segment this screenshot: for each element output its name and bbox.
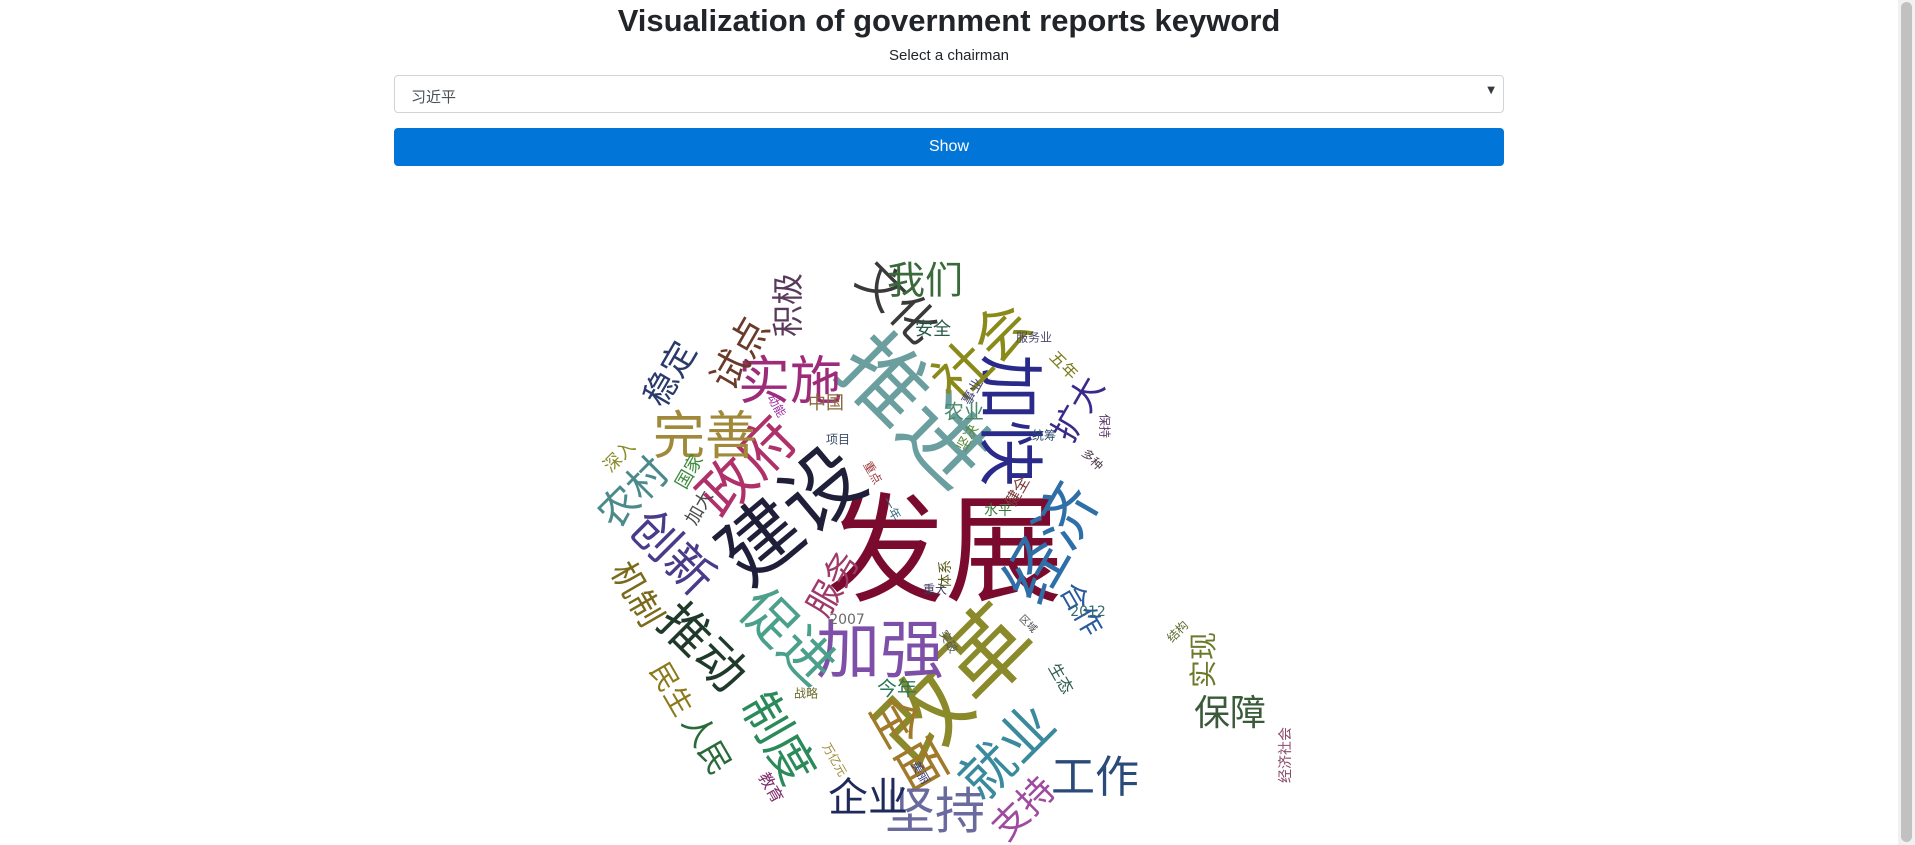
word-cloud-term: 人民 <box>674 707 739 781</box>
show-button[interactable]: Show <box>394 128 1504 166</box>
word-cloud-term: 突破 <box>936 627 961 655</box>
word-cloud-term: 服务业 <box>1016 330 1052 345</box>
word-cloud-term: 积极 <box>769 273 807 337</box>
word-cloud-term: 深入 <box>599 436 639 476</box>
word-cloud-term: 实施 <box>738 352 842 412</box>
word-cloud-term: 农村 <box>589 449 678 538</box>
word-cloud-term: 支持 <box>984 769 1064 845</box>
word-cloud-term: 事业 <box>959 376 987 408</box>
word-cloud-term: 制度 <box>729 683 826 794</box>
word-cloud-term: 结构 <box>1163 617 1191 645</box>
word-cloud-term: 动能 <box>764 392 788 420</box>
word-cloud-term: 发展 <box>827 482 1063 620</box>
word-cloud-term: 农业 <box>944 400 984 424</box>
word-cloud-term: 美丽 <box>908 759 932 787</box>
word-cloud-term: 安全 <box>915 319 951 340</box>
word-cloud-term: 完善 <box>653 407 757 467</box>
word-cloud-term: 项目 <box>826 433 850 447</box>
word-cloud-term: 体系 <box>938 560 954 588</box>
word-cloud-term: 五年 <box>1046 347 1082 383</box>
word-cloud-term: 保障 <box>1194 693 1266 734</box>
word-cloud-term: 2012 <box>1070 604 1106 620</box>
word-cloud-term: 生态 <box>1045 660 1077 697</box>
word-cloud-term: 健全 <box>1001 473 1033 510</box>
word-cloud-term: 经济 <box>989 471 1114 615</box>
scrollbar-thumb[interactable] <box>1901 2 1912 842</box>
word-cloud-term: 民生 <box>643 657 700 722</box>
word-cloud-term: 政府 <box>685 405 810 530</box>
word-cloud-term: 国家 <box>671 451 707 493</box>
word-cloud-term: 改革 <box>855 585 1057 787</box>
main-container: Visualization of government reports keyw… <box>394 0 1504 166</box>
word-cloud-term: 合作 <box>1053 577 1110 642</box>
word-cloud-term: 教育 <box>755 769 787 806</box>
select-label: Select a chairman <box>888 47 1010 64</box>
word-cloud-term: 推动 <box>647 592 759 704</box>
word-cloud-term: 坚持 <box>885 783 985 841</box>
page-title: Visualization of government reports keyw… <box>617 3 1281 38</box>
vertical-scrollbar[interactable] <box>1898 0 1915 845</box>
word-cloud-term: 稳定 <box>636 335 705 414</box>
word-cloud-term: 多种 <box>1079 446 1106 473</box>
word-cloud-term: 加强 <box>816 615 944 689</box>
word-cloud-term: 今年 <box>877 677 917 701</box>
word-cloud-term: 创新 <box>618 499 725 606</box>
word-cloud-term: 万亿元 <box>819 740 850 779</box>
word-cloud-term: 推进 <box>818 315 1010 507</box>
word-cloud-term: 机制 <box>602 555 671 634</box>
word-cloud-term: 重点 <box>860 459 884 487</box>
chevron-down-icon: ▼ <box>1487 85 1495 96</box>
word-cloud-term: 社会 <box>920 290 1045 415</box>
word-cloud-term: 加大 <box>681 487 717 529</box>
word-cloud-term: 试点 <box>702 310 778 398</box>
word-cloud-term: 坚决 <box>954 422 982 454</box>
word-cloud-term: 扩大 <box>1044 370 1113 449</box>
word-cloud-term: 企业 <box>828 775 908 821</box>
chairman-select[interactable]: 习近平 ▼ <box>394 75 1504 113</box>
word-cloud-term: 水平 <box>984 503 1012 519</box>
word-cloud-term: 一年 <box>879 495 903 523</box>
word-cloud-term: 全面 <box>858 685 958 801</box>
word-cloud-term: 促进 <box>727 577 848 698</box>
word-cloud-term: 统筹 <box>1032 429 1056 443</box>
word-cloud-term: 实现 <box>1187 632 1220 688</box>
word-cloud-term: 建设 <box>700 429 882 603</box>
word-cloud-term: 我们 <box>887 259 963 303</box>
word-cloud-term: 加快 <box>971 354 1048 486</box>
word-cloud-term: 文化 <box>846 251 949 354</box>
word-cloud-term: 工作 <box>1051 752 1139 803</box>
word-cloud-term: 服务 <box>799 545 868 624</box>
word-cloud-term: 中国 <box>808 393 844 414</box>
chairman-select-value: 习近平 <box>411 88 457 106</box>
word-cloud-term: 区域 <box>1017 612 1040 635</box>
word-cloud-term: 经济社会 <box>1278 727 1294 783</box>
word-cloud-term: 重大 <box>923 583 947 597</box>
word-cloud-term: 战略 <box>794 686 818 701</box>
word-cloud-term: 2007 <box>829 612 865 628</box>
word-cloud-term: 保持 <box>1098 414 1113 438</box>
word-cloud-term: 就业 <box>947 692 1068 813</box>
